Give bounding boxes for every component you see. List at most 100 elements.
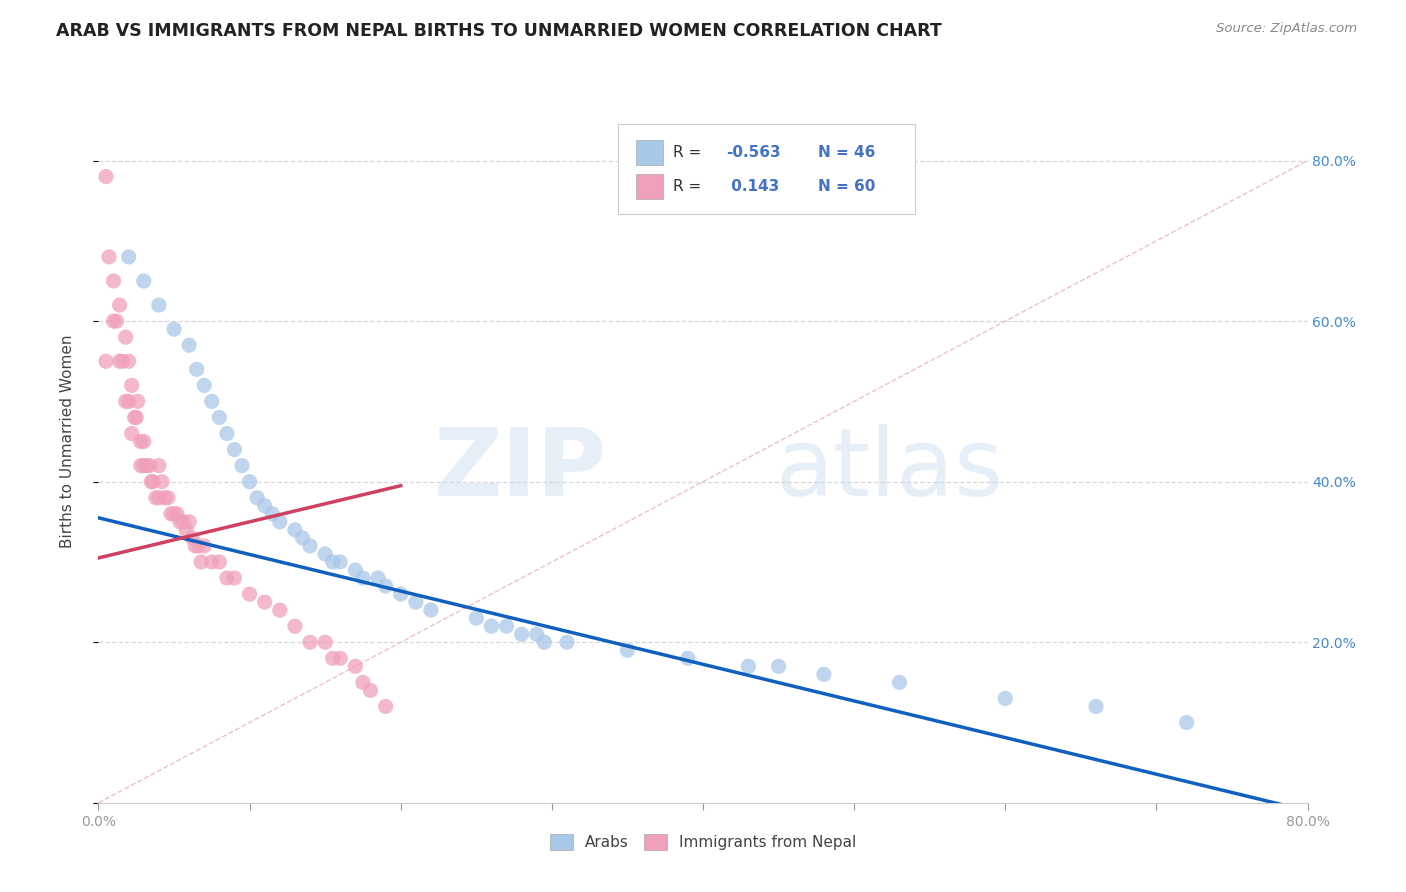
Point — [118, 250, 141, 264]
Text: N = 46: N = 46 — [818, 145, 876, 160]
Point — [153, 491, 176, 505]
Point — [166, 507, 188, 521]
Point — [103, 274, 125, 288]
Point — [481, 619, 503, 633]
Point — [108, 354, 131, 368]
Point — [181, 531, 204, 545]
Point — [208, 410, 231, 425]
Text: 0.143: 0.143 — [725, 179, 779, 194]
Point — [172, 515, 194, 529]
Text: R =: R = — [672, 145, 706, 160]
Point — [114, 330, 136, 344]
Point — [389, 587, 412, 601]
Point — [145, 491, 167, 505]
Point — [269, 603, 291, 617]
Point — [231, 458, 253, 473]
Point — [465, 611, 488, 625]
Point — [994, 691, 1017, 706]
Point — [1085, 699, 1108, 714]
Point — [142, 475, 165, 489]
Point — [253, 595, 276, 609]
Point — [616, 643, 638, 657]
Point — [208, 555, 231, 569]
Point — [132, 458, 155, 473]
Point — [322, 555, 344, 569]
Point — [129, 458, 152, 473]
Point — [329, 555, 352, 569]
Point — [179, 515, 201, 529]
Point — [160, 507, 183, 521]
Point — [201, 555, 224, 569]
Point — [367, 571, 389, 585]
Text: -0.563: -0.563 — [725, 145, 780, 160]
Point — [124, 410, 146, 425]
Point — [174, 523, 197, 537]
Point — [135, 458, 157, 473]
Point — [374, 579, 396, 593]
Point — [129, 434, 152, 449]
Point — [187, 539, 209, 553]
Legend: Arabs, Immigrants from Nepal: Arabs, Immigrants from Nepal — [544, 829, 862, 856]
Point — [201, 394, 224, 409]
Point — [193, 378, 215, 392]
Point — [299, 635, 322, 649]
Y-axis label: Births to Unmarried Women: Births to Unmarried Women — [60, 334, 75, 549]
Point — [121, 426, 143, 441]
Point — [284, 619, 307, 633]
Point — [510, 627, 533, 641]
Point — [533, 635, 555, 649]
Point — [179, 338, 201, 352]
Point — [246, 491, 269, 505]
Point — [186, 362, 208, 376]
Point — [889, 675, 911, 690]
Point — [132, 274, 155, 288]
Point — [163, 322, 186, 336]
Point — [420, 603, 443, 617]
Point — [495, 619, 517, 633]
Point — [193, 539, 215, 553]
Text: ZIP: ZIP — [433, 425, 606, 516]
Point — [262, 507, 284, 521]
Point — [169, 515, 191, 529]
Point — [813, 667, 835, 681]
Point — [108, 298, 131, 312]
Point — [344, 563, 367, 577]
Point — [352, 571, 374, 585]
Point — [148, 491, 170, 505]
Point — [141, 475, 163, 489]
Point — [284, 523, 307, 537]
Point — [132, 434, 155, 449]
Point — [314, 547, 336, 561]
Point — [329, 651, 352, 665]
Point — [125, 410, 148, 425]
Point — [118, 354, 141, 368]
Point — [94, 354, 117, 368]
Text: ARAB VS IMMIGRANTS FROM NEPAL BIRTHS TO UNMARRIED WOMEN CORRELATION CHART: ARAB VS IMMIGRANTS FROM NEPAL BIRTHS TO … — [56, 22, 942, 40]
Point — [156, 491, 179, 505]
Point — [374, 699, 396, 714]
Point — [1175, 715, 1198, 730]
Point — [344, 659, 367, 673]
Text: atlas: atlas — [776, 425, 1004, 516]
Point — [103, 314, 125, 328]
FancyBboxPatch shape — [619, 124, 915, 214]
Point — [239, 475, 262, 489]
Point — [269, 515, 291, 529]
Point — [139, 458, 162, 473]
Point — [118, 394, 141, 409]
Point — [184, 539, 207, 553]
Point — [224, 571, 246, 585]
Point — [150, 475, 173, 489]
Point — [291, 531, 314, 545]
Point — [768, 659, 790, 673]
Point — [94, 169, 117, 184]
Point — [148, 458, 170, 473]
Point — [105, 314, 128, 328]
Point — [98, 250, 121, 264]
Point — [127, 394, 149, 409]
Point — [737, 659, 759, 673]
Point — [111, 354, 134, 368]
Point — [360, 683, 382, 698]
Point — [148, 298, 170, 312]
Point — [224, 442, 246, 457]
